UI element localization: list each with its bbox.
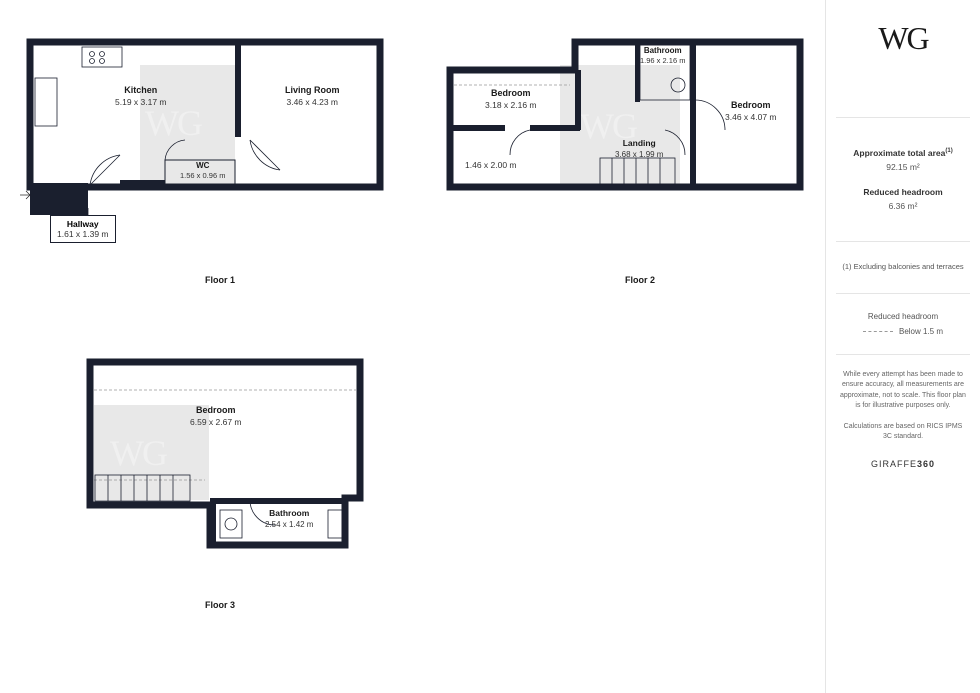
floorplans-area: WG: [0, 0, 825, 693]
reduced-headroom-label: Reduced headroom: [840, 187, 966, 197]
logo-section: WG: [836, 15, 970, 118]
bedroom-l-dim: 3.18 x 2.16 m: [485, 100, 537, 110]
bedroom3-name: Bedroom: [196, 405, 236, 415]
wg-logo: WG: [840, 20, 966, 57]
nook-dim: 1.46 x 2.00 m: [465, 160, 517, 170]
bathroom2-dim: 1.96 x 2.16 m: [640, 56, 685, 65]
wc-name: WC: [196, 161, 209, 170]
floor3-title: Floor 3: [205, 600, 235, 610]
disclaimer-text: While every attempt has been made to ens…: [836, 355, 970, 422]
reduced-headroom-value: 6.36 m²: [840, 201, 966, 211]
brand-text: GIRAFFE360: [836, 453, 970, 469]
floor2-title: Floor 2: [625, 275, 655, 285]
bathroom3-dim: 2.54 x 1.42 m: [265, 520, 313, 529]
info-sidebar: WG Approximate total area(1) 92.15 m² Re…: [825, 0, 980, 693]
total-area-label: Approximate total area(1): [840, 148, 966, 158]
hallway-name: Hallway: [67, 219, 99, 229]
floor1-title: Floor 1: [205, 275, 235, 285]
legend-line-label: Below 1.5 m: [899, 327, 943, 336]
floor3-plan: WG: [80, 350, 380, 580]
bathroom3-name: Bathroom: [269, 508, 309, 518]
dashed-line-icon: [863, 331, 893, 332]
bedroom3-dim: 6.59 x 2.67 m: [190, 417, 242, 427]
hallway-callout: Hallway 1.61 x 1.39 m: [50, 215, 116, 243]
legend-line: Below 1.5 m: [840, 327, 966, 336]
landing-dim: 3.68 x 1.99 m: [615, 150, 663, 159]
svg-text:WG: WG: [145, 103, 202, 143]
bedroom-r-dim: 3.46 x 4.07 m: [725, 112, 777, 122]
bedroom-l-name: Bedroom: [491, 88, 531, 98]
living-dim: 3.46 x 4.23 m: [286, 97, 338, 107]
area-section: Approximate total area(1) 92.15 m² Reduc…: [836, 118, 970, 242]
floor1-svg: WG: [20, 30, 390, 220]
notes-section: While every attempt has been made to ens…: [836, 355, 970, 469]
calc-note-text: Calculations are based on RICS IPMS 3C s…: [836, 422, 970, 453]
floor1-plan: WG: [20, 30, 390, 260]
svg-text:WG: WG: [110, 433, 167, 473]
footnote-section: (1) Excluding balconies and terraces: [836, 242, 970, 294]
floor2-plan: WG: [440, 30, 810, 260]
legend-section: Reduced headroom Below 1.5 m: [836, 294, 970, 355]
wc-dim: 1.56 x 0.96 m: [180, 171, 225, 180]
floor2-svg: WG: [440, 30, 810, 220]
total-area-value: 92.15 m²: [840, 162, 966, 172]
floor3-svg: WG: [80, 350, 380, 550]
hallway-dim: 1.61 x 1.39 m: [57, 229, 109, 239]
kitchen-name: Kitchen: [124, 85, 157, 95]
bathroom2-name: Bathroom: [644, 46, 682, 55]
legend-title: Reduced headroom: [840, 312, 966, 321]
landing-name: Landing: [623, 138, 656, 148]
footnote-text: (1) Excluding balconies and terraces: [840, 262, 966, 273]
living-name: Living Room: [285, 85, 340, 95]
bedroom-r-name: Bedroom: [731, 100, 771, 110]
kitchen-dim: 5.19 x 3.17 m: [115, 97, 167, 107]
